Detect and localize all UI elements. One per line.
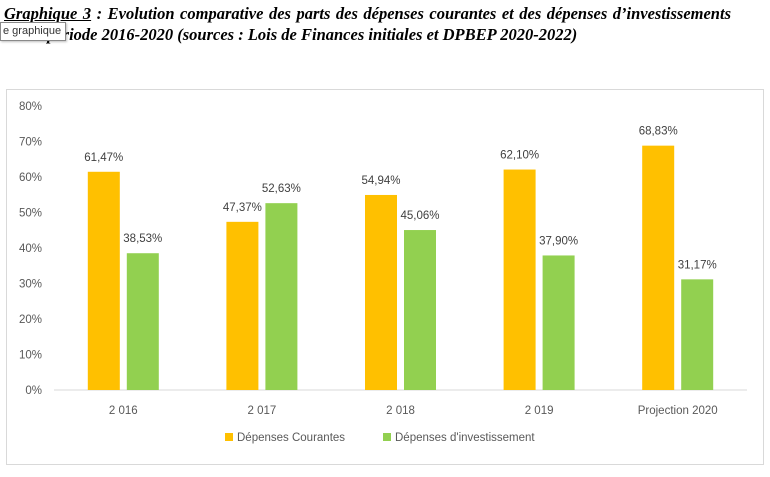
x-tick-label: 2 017 [248,405,277,417]
x-tick-label: 2 016 [109,405,138,417]
bar-depenses-courantes [365,194,397,390]
y-tick-label: 40% [19,243,42,255]
bar-depenses-courantes [503,169,536,390]
y-tick-label: 80% [19,101,42,113]
legend-depenses-investissement: Dépenses d'investissement [395,432,535,444]
bar-depenses-investissement [404,230,436,390]
x-tick-label: 2 019 [525,405,554,417]
bar-depenses-courantes [226,221,259,390]
x-tick-label: Projection 2020 [638,405,718,417]
caption-text: : Evolution comparative des parts des dé… [4,4,731,44]
data-label: 54,94% [361,175,400,187]
bar-depenses-investissement [542,255,575,390]
bar-chart: 0% 10% 20% 30% 40% 50% 60% 70% 80% 61,47% 38,53% 2 … [19,101,747,444]
bar-depenses-investissement [681,279,714,390]
bar-depenses-courantes [642,145,675,390]
y-tick-label: 60% [19,172,42,184]
bar-depenses-courantes [87,171,120,390]
legend-depenses-courantes: Dépenses Courantes [237,432,345,444]
legend-swatch-investissement [383,433,391,441]
legend-swatch-courantes [225,433,233,441]
data-label: 68,83% [639,126,678,138]
data-label: 47,37% [223,202,262,214]
caption-label: Graphique 3 [4,4,92,23]
y-tick-label: 50% [19,208,42,220]
data-label: 61,47% [84,152,123,164]
y-tick-label: 30% [19,279,42,291]
x-tick-label: 2 018 [386,405,415,417]
chart-area[interactable]: 0% 10% 20% 30% 40% 50% 60% 70% 80% 61,47% 38,53% 2 … [6,89,764,465]
data-label: 37,90% [539,235,578,247]
bar-depenses-investissement [126,253,159,390]
data-label: 38,53% [123,233,162,245]
chart-tooltip: e graphique [0,22,67,41]
data-label: 45,06% [400,210,439,222]
y-tick-label: 20% [19,314,42,326]
y-tick-label: 10% [19,350,42,362]
data-label: 62,10% [500,150,539,162]
y-tick-label: 70% [19,137,42,149]
data-label: 52,63% [262,183,301,195]
y-tick-label: 0% [25,385,42,397]
bar-depenses-investissement [265,203,298,390]
figure-caption: Graphique 3 : Evolution comparative des … [4,3,731,45]
data-label: 31,17% [678,259,717,271]
